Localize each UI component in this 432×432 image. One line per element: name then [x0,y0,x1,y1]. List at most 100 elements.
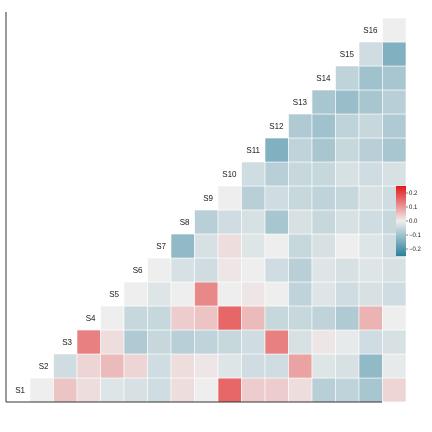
heatmap-cell-S5-S6 [147,281,172,307]
heatmap-cell-S13-S16 [382,89,407,115]
heatmap-cell-S7-S7 [170,233,195,259]
heatmap-cell-S8-S8 [194,209,219,235]
heatmap-cell-S11-S12 [288,137,313,163]
heatmap-cell-S3-S15 [358,329,383,355]
heatmap-cell-S9-S14 [335,185,360,211]
row-label-S14: S14 [316,74,331,83]
heatmap-cell-S2-S15 [358,353,383,379]
heatmap-cell-S5-S9 [217,281,242,307]
heatmap-cell-S7-S15 [358,233,383,259]
heatmap-cell-S16-S16 [382,17,407,43]
heatmap-cell-S10-S14 [335,161,360,187]
heatmap-cell-S9-S12 [288,185,313,211]
heatmap-cell-S5-S11 [264,281,289,307]
heatmap-cell-S2-S3 [76,353,101,379]
heatmap-cell-S5-S12 [288,281,313,307]
heatmap-cell-S7-S13 [311,233,336,259]
heatmap-cell-S1-S7 [170,377,195,403]
colorbar-tick-label: 0.1 [409,205,418,211]
heatmap-cell-S11-S13 [311,137,336,163]
heatmap-cell-S2-S4 [100,353,125,379]
heatmap-cell-S6-S10 [241,257,266,283]
heatmap-cell-S1-S6 [147,377,172,403]
heatmap-cell-S1-S9 [217,377,242,403]
heatmap-cell-S3-S6 [147,329,172,355]
heatmap-cell-S1-S16 [382,377,407,403]
heatmap-cell-S3-S9 [217,329,242,355]
row-label-S13: S13 [293,98,308,107]
row-label-S2: S2 [39,362,49,371]
colorbar-legend: 0.2 0.1 0.0 −0.1 −0.2 [396,186,422,256]
heatmap-cell-S6-S14 [335,257,360,283]
heatmap-cell-S2-S8 [194,353,219,379]
heatmap-cell-S2-S14 [335,353,360,379]
heatmap-cell-S2-S9 [217,353,242,379]
heatmap-cell-S9-S13 [311,185,336,211]
heatmap-cell-S3-S12 [288,329,313,355]
heatmap-cell-S9-S15 [358,185,383,211]
heatmap-cell-S8-S11 [264,209,289,235]
colorbar-ticks: 0.2 0.1 0.0 −0.1 −0.2 [406,191,422,253]
heatmap-cell-S4-S4 [100,305,125,331]
heatmap-cell-S4-S11 [264,305,289,331]
heatmap-cell-S6-S11 [264,257,289,283]
heatmap-cell-S1-S5 [123,377,148,403]
heatmap-cell-S10-S11 [264,161,289,187]
row-label-S12: S12 [269,122,284,131]
heatmap-cell-S8-S9 [217,209,242,235]
row-label-S5: S5 [109,290,119,299]
heatmap-cell-S4-S10 [241,305,266,331]
heatmap-cell-S6-S9 [217,257,242,283]
heatmap-cell-S2-S2 [53,353,78,379]
row-label-S15: S15 [340,50,355,59]
heatmap-cell-S7-S11 [264,233,289,259]
colorbar-tick-label: 0.0 [409,219,418,225]
row-label-S11: S11 [246,146,260,155]
heatmap-cell-S7-S10 [241,233,266,259]
heatmap-cell-S5-S16 [382,281,407,307]
heatmap-cell-S1-S15 [358,377,383,403]
heatmap-cell-S4-S6 [147,305,172,331]
heatmap-cell-S10-S13 [311,161,336,187]
heatmap-cell-S4-S15 [358,305,383,331]
heatmap-cell-S7-S14 [335,233,360,259]
heatmap-cell-S6-S8 [194,257,219,283]
colorbar-tick-label: 0.2 [409,191,418,197]
heatmap-cell-S7-S8 [194,233,219,259]
heatmap-cell-S6-S15 [358,257,383,283]
heatmap-cells [29,17,407,403]
heatmap-cell-S8-S10 [241,209,266,235]
row-label-S6: S6 [133,266,143,275]
heatmap-cell-S4-S12 [288,305,313,331]
row-label-S7: S7 [156,242,166,251]
heatmap-cell-S15-S15 [358,41,383,67]
heatmap-cell-S5-S13 [311,281,336,307]
heatmap-cell-S3-S11 [264,329,289,355]
heatmap-cell-S1-S4 [100,377,125,403]
heatmap-cell-S2-S5 [123,353,148,379]
heatmap-cell-S10-S12 [288,161,313,187]
heatmap-cell-S6-S12 [288,257,313,283]
heatmap-cell-S1-S1 [29,377,54,403]
heatmap-cell-S4-S7 [170,305,195,331]
heatmap-cell-S1-S2 [53,377,78,403]
heatmap-cell-S3-S16 [382,329,407,355]
heatmap-cell-S3-S13 [311,329,336,355]
heatmap-cell-S8-S15 [358,209,383,235]
heatmap-cell-S2-S10 [241,353,266,379]
heatmap-cell-S1-S10 [241,377,266,403]
heatmap-cell-S11-S14 [335,137,360,163]
heatmap-cell-S2-S7 [170,353,195,379]
row-labels: S1 S2 S3 S4 S5 S6 S7 S8 S9 S10 S11 S12 S13 S14 S15 S16 [15,26,378,395]
heatmap-cell-S7-S9 [217,233,242,259]
heatmap-cell-S2-S16 [382,353,407,379]
heatmap-cell-S4-S14 [335,305,360,331]
heatmap-cell-S5-S10 [241,281,266,307]
heatmap-cell-S5-S5 [123,281,148,307]
heatmap-cell-S1-S13 [311,377,336,403]
heatmap-cell-S6-S6 [147,257,172,283]
heatmap-cell-S4-S13 [311,305,336,331]
heatmap-cell-S14-S14 [335,65,360,91]
heatmap-cell-S12-S13 [311,113,336,139]
heatmap-cell-S15-S16 [382,41,407,67]
